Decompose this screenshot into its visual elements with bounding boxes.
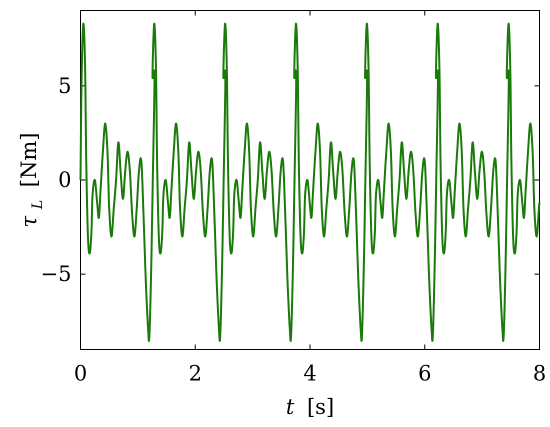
x-tick-label: 4 <box>303 362 316 386</box>
x-tick-label: 8 <box>533 362 546 386</box>
y-tick-label: 5 <box>58 74 71 98</box>
y-tick-label: −5 <box>41 262 72 286</box>
x-axis-label: t [s] <box>286 395 334 419</box>
x-tick-label: 0 <box>74 362 87 386</box>
x-tick-label: 6 <box>418 362 431 386</box>
series-line-torque <box>79 22 541 342</box>
y-tick-label: 0 <box>58 168 71 192</box>
x-tick-label: 2 <box>189 362 202 386</box>
y-axis-label: τ L [Nm] <box>17 133 47 228</box>
tick-labels: 0 2 4 6 8 −5 0 5 <box>41 74 547 386</box>
